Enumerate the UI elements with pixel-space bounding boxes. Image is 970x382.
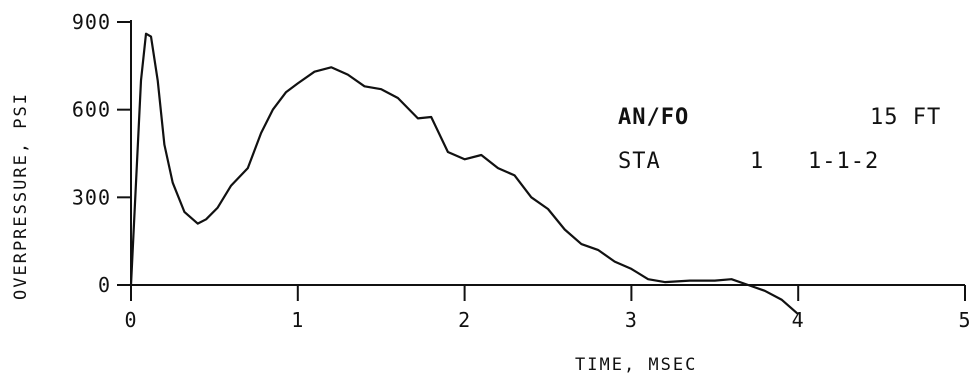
ticks: 0 300 600 900 0 1 2 3 4 5 (72, 10, 970, 332)
x-axis-title: TIME, MSEC (575, 355, 697, 375)
annotation-station-id: 1-1-2 (808, 149, 879, 174)
annotation-distance: 15 FT (870, 105, 941, 130)
y-axis-title: OVERPRESSURE, PSI (11, 92, 31, 300)
y-tick-label: 600 (72, 98, 111, 122)
x-tick-label: 0 (124, 308, 137, 332)
y-tick-label: 0 (98, 273, 111, 297)
x-tick-label: 2 (458, 308, 471, 332)
x-tick-label: 3 (625, 308, 638, 332)
axes (129, 20, 965, 287)
series-line-overpressure (129, 32, 799, 316)
y-tick-label: 900 (72, 10, 111, 34)
annotation-station-number: 1 (750, 149, 764, 174)
annotation-station-label: STA (618, 149, 661, 174)
x-tick-label: 5 (958, 308, 970, 332)
x-tick-label: 4 (792, 308, 805, 332)
annotation-material: AN/FO (618, 105, 689, 130)
series-group (129, 32, 799, 316)
x-tick-label: 1 (291, 308, 304, 332)
y-tick-label: 300 (72, 185, 111, 209)
